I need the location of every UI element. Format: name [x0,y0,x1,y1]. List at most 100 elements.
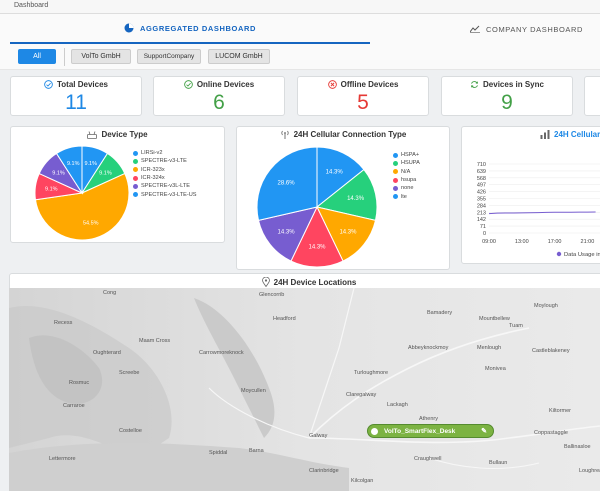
legend-label: Data Usage in [564,252,600,258]
device-type-legend: LIRSi-v2 SPECTRE-v3-LTE ICR-323x ICR-324x SP… [133,149,197,199]
legend-item[interactable]: LIRSi-v2 [133,149,197,157]
map-place-label: Tuam [509,323,523,329]
legend-item[interactable]: hsupa [393,176,420,184]
legend-label: hsupa [401,177,417,184]
map-place-label: Bamadery [427,310,453,316]
pie-slice[interactable] [315,168,378,221]
legend-item[interactable]: SPECTRE-v3-LTE-US [133,190,197,198]
pie-slice-label: 14.3% [326,169,344,175]
pie-slice[interactable] [257,206,318,262]
legend-dot-icon [393,194,398,200]
filter-volto-button[interactable]: VolTo GmbH [71,49,131,64]
map-place-label: Spiddal [209,450,228,456]
legend-item[interactable]: none [393,184,420,192]
map-place-label: Turloughmore [354,370,389,376]
legend-label: SPECTRE-v3-LTE [141,158,187,165]
dashboard-tabs: AGGREGATED DASHBOARD COMPANY DASHBOARD [0,14,600,44]
legend-dot-icon [133,167,138,173]
map-place-label: Castleblakeney [532,348,570,354]
pie-slice[interactable] [316,206,377,262]
filter-all-button[interactable]: All [18,49,56,64]
map-place-label: Athenry [419,416,438,422]
signal-icon: ✎ [481,428,487,435]
map-place-label: Lackagh [387,402,408,408]
pie-slice-label: 28.6% [278,180,296,186]
legend-item[interactable]: HSPA+ [393,151,420,159]
device-type-panel: Device Type 9.1% 9.1% 54.5% 9.1% 9.1% 9.1% LI… [10,126,225,243]
y-tick-label: 142 [477,217,486,223]
pie-slice-label: 14.3% [278,230,296,236]
cellular-usage-panel: 24H Cellular 710 639 568 497 426 355 284 213 142… [461,126,600,264]
map-place-label: Clarinbridge [309,468,339,474]
map-place-label: Barna [249,448,264,454]
offline-devices-card[interactable]: Offline Devices 5 [297,76,429,116]
window-titlebar: Dashboard [0,0,600,14]
legend-dot-icon [133,183,138,189]
online-devices-card[interactable]: Online Devices 6 [153,76,285,116]
tab-aggregated-dashboard[interactable]: AGGREGATED DASHBOARD [10,14,370,44]
map-place-label: Moylough [534,303,558,309]
legend-item[interactable]: ICR-323x [133,166,197,174]
check-circle-icon [183,80,193,89]
legend-dot-icon [556,251,562,257]
y-tick-label: 497 [477,183,486,189]
chart-bar-icon [540,130,550,139]
x-tick-label: 09:00 [482,239,496,245]
panel-title: 24H Cellular Connection Type [293,130,407,139]
legend-label: lte [401,193,407,200]
stat-value: 6 [213,91,225,114]
legend-item[interactable]: HSUPA [393,159,420,167]
y-tick-label: 284 [477,203,486,209]
stat-card-partial[interactable] [584,76,600,116]
stat-label: Devices in Sync [483,80,544,89]
pie-slice[interactable] [316,146,365,209]
map-place-label: Ballinasloe [564,444,591,450]
map-place-label: Screebe [119,370,140,376]
y-tick-label: 426 [477,190,486,196]
stat-value: 9 [501,91,513,114]
devices-in-sync-card[interactable]: Devices in Sync 9 [441,76,573,116]
x-tick-label: 21:00 [581,239,595,245]
pie-slice[interactable] [290,205,344,268]
total-devices-card[interactable]: Total Devices 11 [10,76,142,116]
map-place-label: Headford [273,316,296,322]
stat-value: 11 [65,91,87,114]
tab-label: AGGREGATED DASHBOARD [139,23,257,33]
map-place-label: Rosmuc [69,380,90,386]
device-marker-dot-icon [369,426,380,437]
legend-item[interactable]: SPECTRE-v3-LTE [133,157,197,165]
filter-lucom-button[interactable]: LUCOM GmbH [208,49,270,64]
antenna-icon [281,130,289,139]
map-place-label: Oughterard [93,350,121,356]
window-title: Dashboard [14,2,49,9]
legend-label: HSPA+ [401,152,420,159]
legend-item[interactable]: SPECTRE-v3L-LTE [133,182,197,190]
filter-supportcompany-button[interactable]: SupportCompany [137,49,201,64]
legend-label: ICR-324x [141,175,165,182]
legend-item[interactable]: lte [393,192,420,200]
device-marker[interactable]: VolTo_SmartFlex_Desk ✎ [367,424,494,438]
tab-company-dashboard[interactable]: COMPANY DASHBOARD [470,14,600,44]
map-place-label: Carrowmoreknock [199,350,244,356]
filter-divider [64,48,65,66]
pie-slice[interactable] [256,146,318,221]
series-line[interactable] [488,211,596,215]
pie-slice[interactable] [55,145,83,195]
map-place-label: Menlough [477,345,502,351]
legend-dot-icon [133,192,138,198]
stat-label: Offline Devices [340,80,399,89]
legend-label: none [401,185,414,192]
legend-item[interactable]: N/A [393,168,420,176]
stat-label: Total Devices [57,80,108,89]
pie-slice[interactable] [34,172,130,241]
pie-slice-label: 9.1% [52,171,65,177]
device-map[interactable]: Glencorrib Headford Recess Oughterard Carrow… [9,288,600,491]
map-place-label: Costelloe [119,428,142,434]
legend-dot-icon [133,150,138,156]
y-tick-label: 71 [480,224,486,230]
y-tick-label: 355 [477,197,486,203]
map-place-label: Bullaun [489,460,508,466]
legend-item[interactable]: ICR-324x [133,174,197,182]
map-place-label: Kilcolgan [351,478,374,484]
legend-dot-icon [393,160,398,166]
